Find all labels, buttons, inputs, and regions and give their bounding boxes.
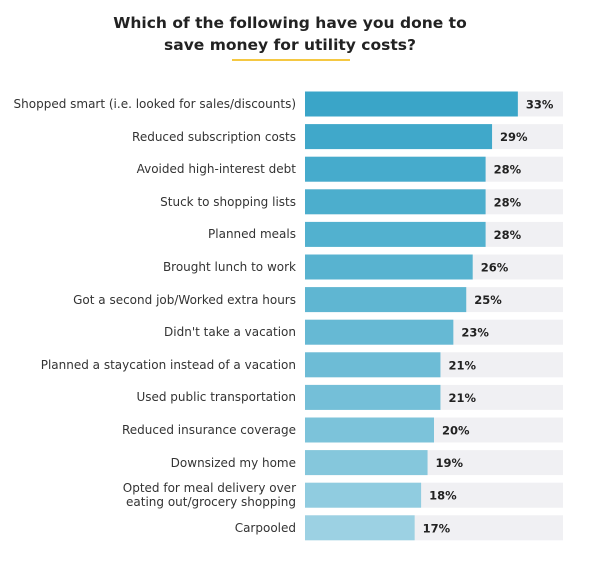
category-label: Downsized my home xyxy=(170,455,296,470)
category-label: Carpooled xyxy=(234,520,296,535)
value-label: 28% xyxy=(494,228,522,242)
bar xyxy=(305,515,415,541)
category-label: Reduced insurance coverage xyxy=(121,423,296,437)
value-label: 33% xyxy=(526,98,554,112)
bar xyxy=(305,417,434,443)
value-label: 28% xyxy=(494,195,522,209)
bar xyxy=(305,156,486,182)
category-label: Planned meals xyxy=(208,227,296,242)
category-label: Brought lunch to work xyxy=(162,260,296,274)
value-label: 28% xyxy=(494,163,522,177)
category-label: Avoided high-interest debt xyxy=(136,162,296,177)
value-label: 19% xyxy=(436,456,464,470)
category-label: Reduced subscription costs xyxy=(132,129,296,144)
bar xyxy=(305,287,467,313)
category-label: Planned a staycation instead of a vacati… xyxy=(40,357,296,372)
value-label: 23% xyxy=(461,326,489,340)
bar xyxy=(305,352,441,378)
category-label: Used public transportation xyxy=(136,390,296,405)
bar xyxy=(305,221,486,247)
category-label: Opted for meal delivery over eating out/… xyxy=(122,481,296,510)
bar xyxy=(305,124,493,150)
value-label: 29% xyxy=(500,130,528,144)
category-label: Stuck to shopping lists xyxy=(160,194,296,209)
value-label: 18% xyxy=(429,489,457,503)
title-underline xyxy=(232,59,350,61)
value-label: 21% xyxy=(448,391,476,405)
value-label: 20% xyxy=(442,424,470,438)
value-label: 21% xyxy=(448,358,476,372)
bar xyxy=(305,450,428,476)
value-label: 25% xyxy=(474,293,502,307)
bar xyxy=(305,319,454,345)
category-label: Shopped smart (i.e. looked for sales/dis… xyxy=(13,97,296,111)
value-label: 26% xyxy=(481,261,509,275)
value-label: 17% xyxy=(423,521,451,535)
bar xyxy=(305,254,473,280)
bar xyxy=(305,482,422,508)
bar xyxy=(305,91,518,117)
category-label: Got a second job/Worked extra hours xyxy=(73,292,296,307)
bar xyxy=(305,189,486,215)
chart-title: Which of the following have you done to … xyxy=(113,14,467,54)
bar xyxy=(305,384,441,410)
category-label: Didn't take a vacation xyxy=(164,325,296,340)
